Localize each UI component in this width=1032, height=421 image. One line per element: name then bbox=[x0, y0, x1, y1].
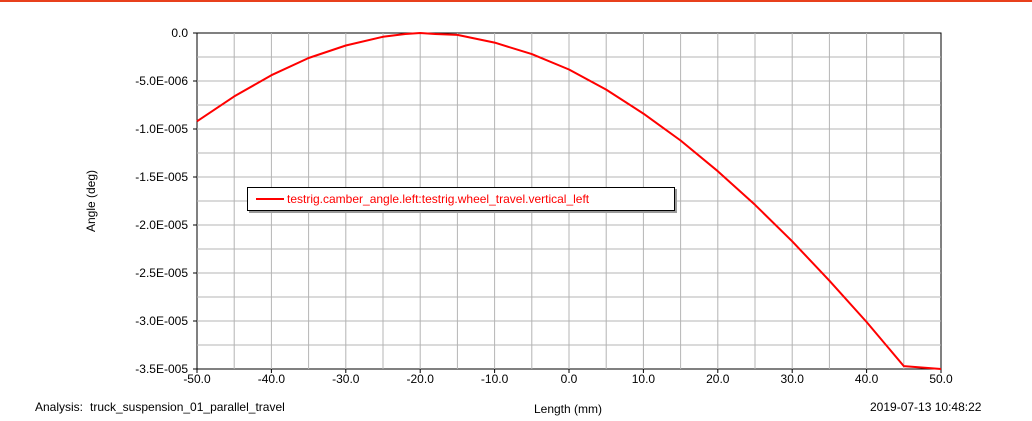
y-tick-label: -3.0E-005 bbox=[135, 314, 188, 328]
legend: testrig.camber_angle.left:testrig.wheel_… bbox=[247, 187, 675, 211]
x-tick-label: 40.0 bbox=[855, 372, 879, 386]
series-line bbox=[196, 32, 942, 370]
y-tick-label: -1.5E-005 bbox=[135, 170, 188, 184]
legend-swatch bbox=[256, 198, 284, 200]
timestamp: 2019-07-13 10:48:22 bbox=[870, 400, 982, 414]
y-tick-label: 0.0 bbox=[171, 26, 188, 40]
y-axis-title: Angle (deg) bbox=[84, 170, 98, 232]
x-tick-label: 30.0 bbox=[781, 372, 805, 386]
minor-ticks bbox=[193, 32, 942, 373]
x-tick-label: 50.0 bbox=[929, 372, 953, 386]
top-border bbox=[0, 0, 1032, 2]
x-tick-label: -40.0 bbox=[258, 372, 286, 386]
x-tick-label: -20.0 bbox=[407, 372, 435, 386]
x-tick-label: 10.0 bbox=[632, 372, 656, 386]
legend-label: testrig.camber_angle.left:testrig.wheel_… bbox=[287, 192, 590, 206]
y-tick-label: -3.5E-005 bbox=[135, 362, 188, 376]
y-axis-tick-labels: 0.0 -5.0E-006 -1.0E-005 -1.5E-005 -2.0E-005 -… bbox=[135, 26, 188, 376]
y-tick-label: -2.0E-005 bbox=[135, 218, 188, 232]
series-group bbox=[196, 32, 942, 370]
analysis-name: truck_suspension_01_parallel_travel bbox=[90, 400, 285, 414]
x-tick-label: 20.0 bbox=[706, 372, 730, 386]
analysis-label: Analysis: bbox=[35, 400, 84, 414]
y-tick-label: -5.0E-006 bbox=[135, 74, 188, 88]
x-tick-label: -50.0 bbox=[183, 372, 211, 386]
x-tick-label: 0.0 bbox=[561, 372, 578, 386]
y-tick-label: -2.5E-005 bbox=[135, 266, 188, 280]
y-tick-label: -1.0E-005 bbox=[135, 122, 188, 136]
x-axis-title: Length (mm) bbox=[534, 402, 602, 416]
x-tick-label: -30.0 bbox=[332, 372, 360, 386]
x-axis-tick-labels: -50.0 -40.0 -30.0 -20.0 -10.0 0.0 10.0 20.0 30.0… bbox=[183, 372, 953, 386]
x-tick-label: -10.0 bbox=[481, 372, 509, 386]
